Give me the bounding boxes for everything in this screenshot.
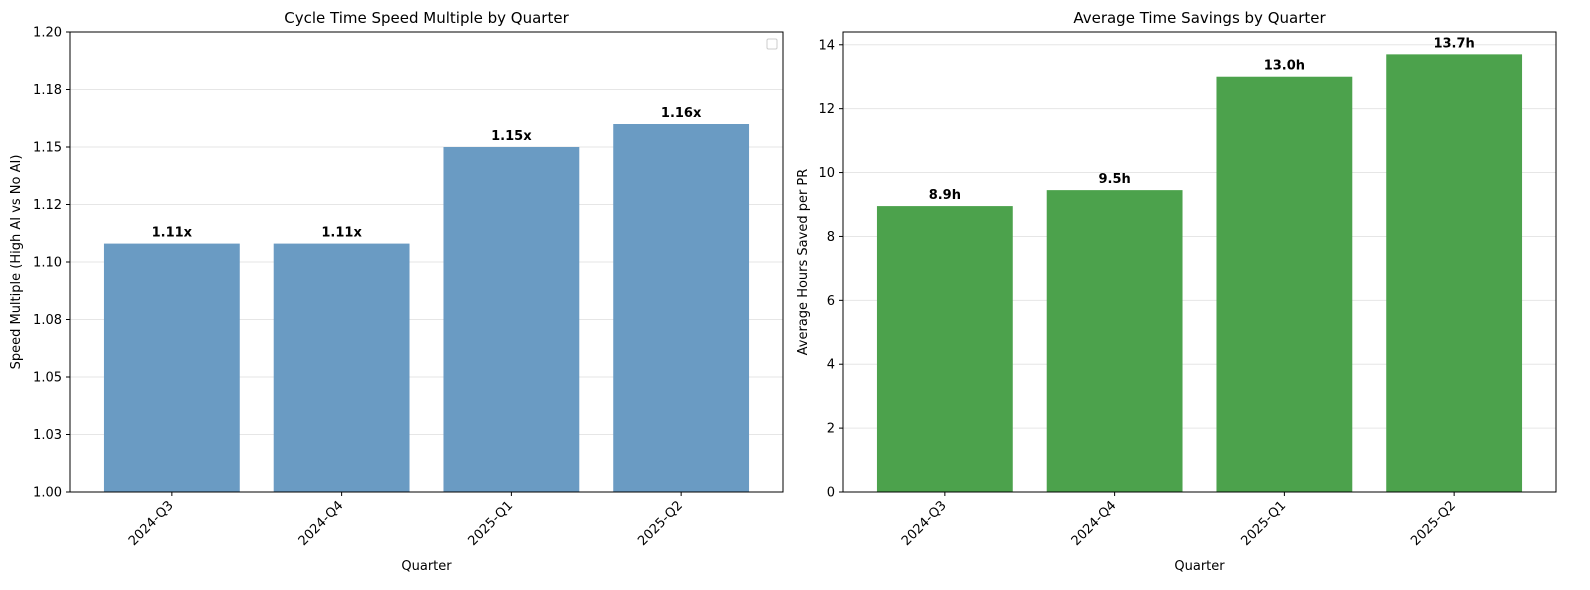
left-ytick-label: 1.15 — [33, 141, 62, 156]
right-ytick-label: 12 — [818, 102, 835, 117]
right-ytick-label: 14 — [818, 38, 835, 53]
right-ytick-label: 2 — [827, 422, 835, 437]
right-bar-2025-Q1 — [1216, 76, 1353, 492]
right-ytick-label: 6 — [827, 294, 835, 309]
right-chart-title: Average Time Savings by Quarter — [1073, 9, 1326, 27]
left-ytick-label: 1.18 — [33, 83, 62, 98]
left-bar-data-label: 1.11x — [321, 226, 362, 241]
right-bar-2025-Q2 — [1386, 54, 1523, 492]
right-xtick-label: 2024-Q3 — [899, 498, 950, 549]
right-ytick-label: 0 — [827, 486, 835, 501]
right-y-axis-label: Average Hours Saved per PR — [796, 169, 811, 356]
left-bar-data-label: 1.11x — [152, 226, 193, 241]
left-bar-2024-Q3 — [103, 243, 240, 492]
right-bar-2024-Q3 — [876, 206, 1013, 492]
right-xtick-label: 2025-Q1 — [1238, 498, 1289, 549]
right-ytick-label: 4 — [827, 358, 835, 373]
left-ytick-label: 1.10 — [33, 256, 62, 271]
left-chart-title: Cycle Time Speed Multiple by Quarter — [284, 9, 569, 27]
left-bar-2025-Q1 — [443, 147, 580, 492]
right-x-axis-label: Quarter — [1174, 559, 1225, 574]
left-ytick-label: 1.03 — [33, 428, 62, 443]
right-bar-2024-Q4 — [1046, 190, 1183, 492]
left-y-axis-label: Speed Multiple (High AI vs No AI) — [9, 155, 24, 370]
right-bar-data-label: 13.7h — [1433, 36, 1474, 51]
left-bar-2024-Q4 — [273, 243, 410, 492]
left-x-axis-label: Quarter — [401, 559, 452, 574]
left-ytick-label: 1.05 — [33, 371, 62, 386]
left-ytick-label: 1.00 — [33, 486, 62, 501]
right-xtick-label: 2024-Q4 — [1069, 498, 1120, 549]
left-ytick-label: 1.12 — [33, 198, 62, 213]
right-bar-data-label: 9.5h — [1098, 172, 1130, 187]
left-xtick-label: 2024-Q3 — [126, 498, 177, 549]
right-ytick-label: 8 — [827, 230, 835, 245]
right-xtick-label: 2025-Q2 — [1408, 498, 1459, 549]
right-ytick-label: 10 — [818, 166, 835, 181]
left-ytick-label: 1.20 — [33, 26, 62, 41]
left-xtick-label: 2025-Q1 — [465, 498, 516, 549]
left-bar-data-label: 1.16x — [661, 106, 702, 121]
left-xtick-label: 2025-Q2 — [635, 498, 686, 549]
left-empty-legend — [766, 38, 778, 50]
left-bar-data-label: 1.15x — [491, 129, 532, 144]
left-xtick-label: 2024-Q4 — [296, 498, 347, 549]
right-bar-data-label: 8.9h — [929, 188, 961, 203]
right-bar-data-label: 13.0h — [1264, 59, 1305, 74]
left-ytick-label: 1.08 — [33, 313, 62, 328]
left-bar-2025-Q2 — [613, 124, 750, 492]
right-plot-frame — [842, 31, 1557, 493]
